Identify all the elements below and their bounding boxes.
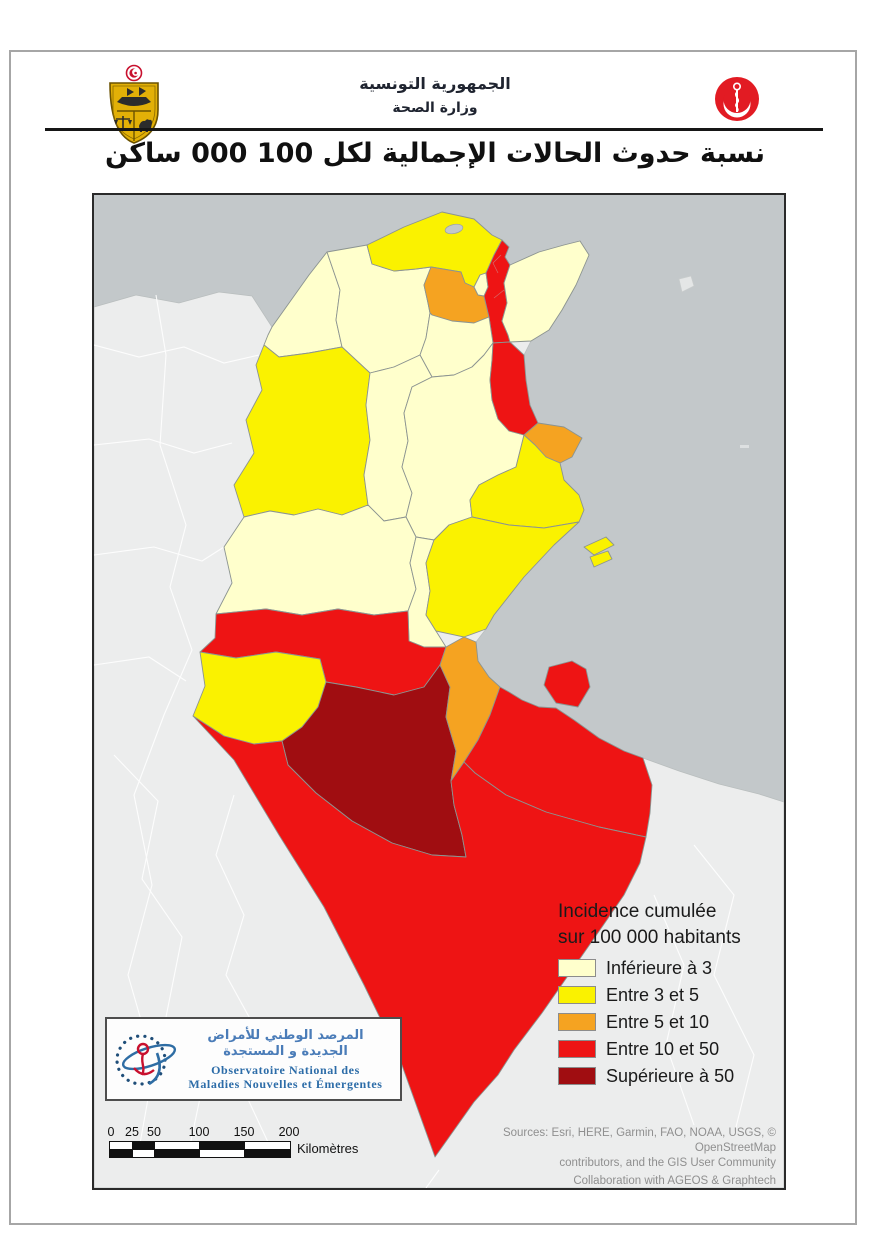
map-legend: Incidence cumulée sur 100 000 habitants …	[558, 899, 780, 1093]
scalebar-tick-labels: 0 25 50 100 150 200	[107, 1125, 409, 1140]
region-kasserine	[215, 504, 417, 616]
legend-title-line1: Incidence cumulée	[558, 901, 717, 922]
legend-swatch-3-5	[558, 986, 596, 1004]
observatory-logo-icon	[115, 1034, 177, 1086]
capital-district-lines	[492, 254, 505, 299]
header-text-block: الجمهورية التونسية وزارة الصحة	[0, 74, 870, 116]
region-kerkennah	[583, 536, 615, 556]
legend-label: Entre 10 et 50	[606, 1038, 720, 1059]
scalebar-bar	[109, 1141, 291, 1158]
legend-item: Supérieure à 50	[558, 1066, 780, 1086]
region-sousse	[489, 341, 539, 436]
legend-item: Entre 5 et 10	[558, 1012, 780, 1032]
observatory-name-arabic-2: الجديدة و المستجدة	[223, 1043, 348, 1059]
algeria-libya-admin-lines	[94, 294, 755, 1188]
page-title: نسبة حدوث الحالات الإجمالية لكل 100 000 …	[105, 138, 765, 169]
legend-swatch-superieure-50	[558, 1067, 596, 1085]
ministry-title: وزارة الصحة	[392, 100, 478, 116]
region-sfax	[425, 516, 580, 638]
ministry-of-health-logo-icon	[715, 77, 759, 121]
scalebar-tick: 100	[188, 1125, 210, 1139]
island-small	[740, 445, 749, 448]
sources-line3: Collaboration with AGEOS & Graphtech	[573, 1175, 776, 1187]
legend-label: Supérieure à 50	[606, 1065, 735, 1086]
scalebar-tick: 50	[147, 1125, 161, 1139]
legend-items: Inférieure à 3 Entre 3 et 5 Entre 5 et 1…	[558, 958, 780, 1086]
region-djerba	[543, 660, 591, 708]
observatory-name-arabic-1: المرصد الوطني للأمراض	[207, 1027, 364, 1043]
observatory-logo-box: المرصد الوطني للأمراض الجديدة و المستجدة…	[105, 1017, 402, 1101]
observatory-french-line1: Observatoire National des	[211, 1062, 360, 1077]
legend-swatch-inferieure-3	[558, 959, 596, 977]
legend-item: Inférieure à 3	[558, 958, 780, 978]
observatory-text: المرصد الوطني للأمراض الجديدة و المستجدة…	[177, 1028, 394, 1091]
republic-title: الجمهورية التونسية	[359, 74, 511, 93]
scalebar-tick: 25	[125, 1125, 139, 1139]
header-divider	[45, 128, 823, 131]
region-nabeul	[501, 240, 590, 343]
tunisia-choropleth-map	[94, 195, 784, 1188]
legend-swatch-5-10	[558, 1013, 596, 1031]
map-sources: Sources: Esri, HERE, Garmin, FAO, NOAA, …	[446, 1126, 776, 1188]
governorates	[192, 211, 653, 1158]
region-mahdia	[469, 434, 585, 529]
legend-item: Entre 3 et 5	[558, 985, 780, 1005]
bizerte-lake	[444, 223, 464, 235]
sources-line2: contributors, and the GIS User Community	[559, 1157, 776, 1169]
scalebar-tick: 0	[107, 1125, 115, 1139]
scalebar-unit: Kilomètres	[297, 1141, 359, 1156]
legend-title-line2: sur 100 000 habitants	[558, 927, 741, 948]
scalebar-tick: 200	[278, 1125, 300, 1139]
legend-label: Entre 5 et 10	[606, 1011, 710, 1032]
region-tataouine	[192, 715, 647, 1158]
legend-label: Entre 3 et 5	[606, 984, 700, 1005]
region-kerkennah	[589, 550, 613, 568]
observatory-french-line2: Maladies Nouvelles et Émergentes	[188, 1076, 383, 1091]
legend-label: Inférieure à 3	[606, 957, 713, 978]
map-canvas: Incidence cumulée sur 100 000 habitants …	[92, 193, 786, 1190]
sources-line1: Sources: Esri, HERE, Garmin, FAO, NOAA, …	[502, 1127, 776, 1154]
scalebar-tick: 150	[233, 1125, 255, 1139]
observatory-name-french: Observatoire National des Maladies Nouve…	[177, 1063, 394, 1091]
map-scalebar: 0 25 50 100 150 200 Kilomètres	[107, 1125, 409, 1158]
legend-swatch-10-50	[558, 1040, 596, 1058]
legend-item: Entre 10 et 50	[558, 1039, 780, 1059]
island-pantelleria	[678, 275, 695, 293]
